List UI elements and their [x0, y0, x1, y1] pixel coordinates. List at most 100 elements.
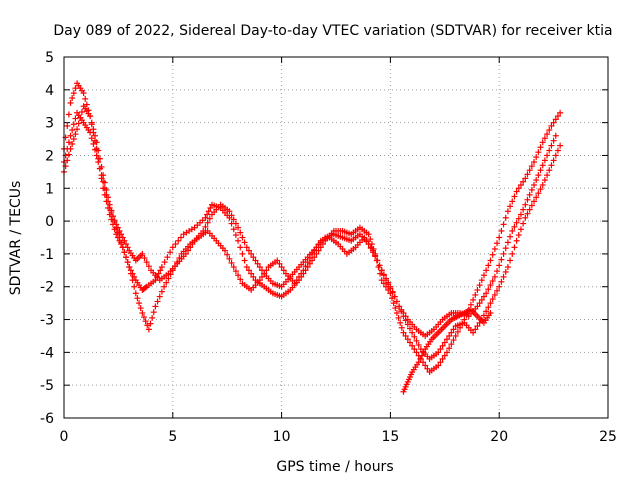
data-point-marker	[124, 244, 131, 251]
data-point-marker	[500, 273, 507, 280]
data-point-marker	[533, 177, 540, 184]
y-axis-label: SDTVAR / TECUs	[8, 181, 24, 296]
data-point-marker	[517, 181, 524, 188]
data-point-marker	[450, 326, 457, 333]
data-point-marker	[75, 120, 82, 127]
data-point-marker	[163, 279, 170, 286]
data-point-marker	[395, 314, 402, 321]
data-point-marker	[554, 147, 561, 154]
data-point-marker	[202, 223, 209, 230]
data-point-marker	[245, 267, 252, 274]
data-point-marker	[100, 178, 107, 185]
data-point-marker	[67, 99, 74, 106]
data-point-marker	[92, 146, 99, 153]
data-point-marker	[69, 127, 76, 134]
data-point-marker	[274, 257, 281, 264]
data-point-marker	[474, 287, 481, 294]
x-tick-label: 25	[599, 429, 617, 445]
data-point-marker	[139, 250, 146, 257]
data-point-marker	[502, 245, 509, 252]
data-point-marker	[239, 250, 246, 257]
data-point-marker	[539, 139, 546, 146]
data-point-marker	[524, 210, 531, 217]
data-point-marker	[398, 324, 405, 331]
data-point-marker	[143, 259, 150, 266]
data-point-marker	[113, 221, 120, 228]
data-point-marker	[78, 108, 85, 115]
data-point-marker	[80, 90, 87, 97]
x-tick-label: 10	[273, 429, 291, 445]
data-point-marker	[476, 300, 483, 307]
data-point-marker	[552, 132, 559, 139]
data-point-marker	[82, 95, 89, 102]
data-point-marker	[132, 290, 139, 297]
data-point-marker	[480, 293, 487, 300]
data-point-marker	[546, 127, 553, 134]
data-point-marker	[483, 267, 490, 274]
y-tick-label: -3	[40, 313, 54, 329]
data-point-marker	[291, 280, 298, 287]
data-point-marker	[526, 191, 533, 198]
data-point-marker	[65, 151, 72, 158]
data-point-marker	[550, 137, 557, 144]
data-point-marker	[491, 245, 498, 252]
data-point-marker	[232, 268, 239, 275]
data-point-marker	[502, 268, 509, 275]
data-point-marker	[515, 185, 522, 192]
data-point-marker	[302, 263, 309, 270]
data-point-marker	[111, 217, 118, 224]
data-point-marker	[509, 227, 516, 234]
data-point-marker	[376, 262, 383, 269]
data-point-marker	[400, 313, 407, 320]
data-point-marker	[243, 264, 250, 271]
data-point-marker	[557, 109, 564, 116]
data-point-marker	[552, 116, 559, 123]
data-point-marker	[127, 270, 134, 277]
data-point-marker	[487, 257, 494, 264]
data-point-marker	[140, 314, 147, 321]
data-point-marker	[507, 233, 514, 240]
data-point-marker	[232, 232, 239, 239]
data-point-marker	[380, 272, 387, 279]
data-point-marker	[496, 283, 503, 290]
data-point-marker	[67, 132, 74, 139]
data-point-marker	[64, 145, 71, 152]
y-tick-label: 5	[45, 50, 54, 66]
data-point-marker	[226, 208, 233, 215]
data-point-marker	[228, 259, 235, 266]
data-point-marker	[535, 172, 542, 179]
data-point-marker	[452, 332, 459, 339]
y-tick-label: -1	[40, 247, 54, 263]
data-point-marker	[472, 326, 479, 333]
data-points	[61, 80, 564, 395]
data-point-marker	[402, 317, 409, 324]
data-point-marker	[241, 257, 248, 264]
data-point-marker	[411, 333, 418, 340]
data-point-marker	[480, 272, 487, 279]
data-point-marker	[172, 241, 179, 248]
data-point-marker	[131, 283, 138, 290]
data-point-marker	[114, 224, 121, 231]
data-point-marker	[500, 250, 507, 257]
data-point-marker	[200, 227, 207, 234]
data-point-marker	[470, 329, 477, 336]
data-point-marker	[106, 204, 113, 211]
data-point-marker	[487, 282, 494, 289]
data-point-marker	[250, 273, 257, 280]
data-point-marker	[245, 247, 252, 254]
data-point-marker	[69, 140, 76, 147]
data-point-marker	[443, 336, 450, 343]
data-point-marker	[485, 262, 492, 269]
data-point-marker	[544, 152, 551, 159]
data-point-marker	[509, 198, 516, 205]
data-point-marker	[88, 135, 95, 142]
data-point-marker	[121, 249, 128, 256]
data-point-marker	[541, 177, 548, 184]
data-point-marker	[101, 185, 108, 192]
data-point-marker	[535, 149, 542, 156]
y-tick-label: -2	[40, 280, 54, 296]
data-point-marker	[435, 362, 442, 369]
series-track-c	[61, 109, 564, 362]
data-point-marker	[531, 181, 538, 188]
